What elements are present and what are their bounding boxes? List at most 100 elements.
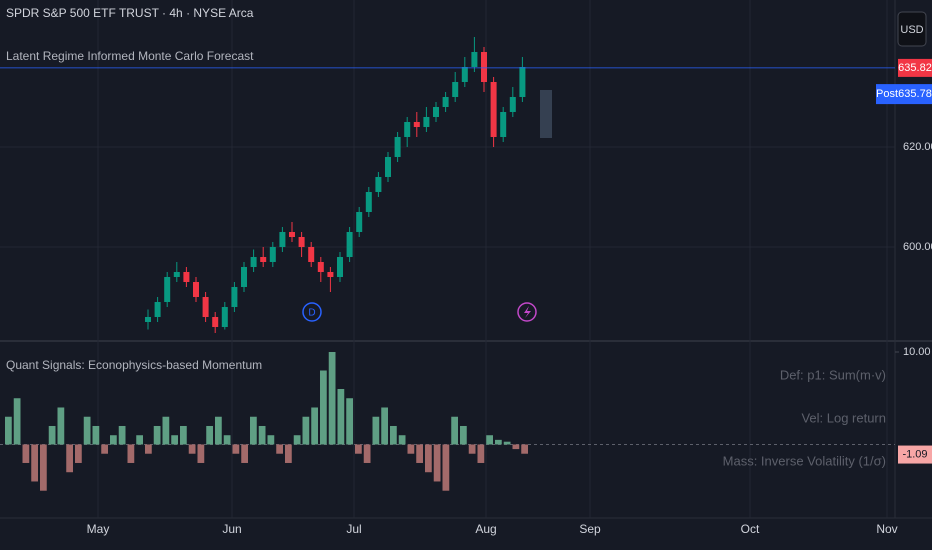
histogram-bar [477,444,485,463]
histogram-bar [381,407,388,445]
histogram-bar [258,425,266,445]
histogram-bar [153,425,161,445]
currency-label: USD [900,24,923,36]
table-row: Def: p1: Sum(m·v) [780,367,886,382]
candle-body [346,232,353,257]
y-tick-label: 620.00 [903,141,932,153]
candle-body [452,82,459,97]
candle-body [519,67,526,97]
event-marker[interactable] [517,302,537,322]
candle-body [356,212,363,232]
month-label: May [87,522,110,536]
histogram-bar [22,444,30,463]
candle-body [250,257,257,267]
candle-body [394,137,401,157]
histogram-bar [162,416,170,445]
candle-body [442,97,449,107]
candle-body [337,257,343,277]
histogram-bar [425,444,432,473]
histogram-bar [363,444,371,463]
candle-body [481,52,487,82]
candle-body [327,272,334,277]
histogram-bar [66,444,73,473]
table-row: Vel: Log return [801,410,886,425]
candle-body [212,317,219,327]
candle-body [164,277,171,302]
histogram-bar [215,416,222,445]
candle-body [433,107,439,117]
histogram-bar [433,444,441,482]
histogram-bar [31,444,38,482]
histogram-bar [486,435,493,445]
candle-body [145,317,151,322]
histogram-bar [503,441,511,445]
candle-body [298,237,305,247]
month-label: Aug [475,522,496,536]
y-tick-label: 600.00 [903,241,932,253]
histogram-bar [276,444,283,454]
candle-body [317,262,324,272]
month-label: Sep [579,522,601,536]
last-value-label: -1.09 [902,448,927,460]
histogram-bar [293,435,301,445]
y-tick-label: 10.00 [903,346,931,358]
histogram-bar [92,425,100,445]
histogram-bar [136,435,143,445]
histogram-bar [468,444,476,454]
histogram-bar [346,398,353,445]
month-label: Oct [741,522,760,536]
histogram-bar [372,416,380,445]
currency-button[interactable] [897,11,927,47]
post-price-tag [898,84,932,105]
candle-body [500,112,507,137]
histogram-bar [145,444,152,454]
histogram-bar [5,416,12,445]
candle-body [461,67,468,82]
candle-body [221,307,228,327]
post-price-label: 635.78 [898,88,932,100]
candle-body [509,97,516,112]
grid [0,0,895,518]
histogram-bar [267,435,275,445]
histogram-bar [118,425,126,445]
candle-body [471,52,478,67]
histogram-bar [75,444,82,463]
candle-body [385,157,391,177]
histogram-bar [311,407,318,445]
histogram-bar [110,435,117,445]
histogram-bar [250,416,257,445]
candle-body [490,82,497,137]
histogram-bar [460,425,467,445]
histogram-bar [171,435,178,445]
table-row: Mass: Inverse Volatility (1/σ) [723,453,886,468]
last-price-label: 635.82 [898,62,932,74]
histogram-bar [337,388,345,445]
month-label: Nov [876,522,897,536]
histogram-bar [13,398,21,445]
month-label: Jun [222,522,241,536]
histogram-bar [206,425,213,445]
oscillator-title: Quant Signals: Econophysics-based Moment… [6,358,262,372]
last-value-tag [898,445,932,464]
histogram-bar [355,444,362,454]
candle-body [308,247,315,262]
histogram-bar [451,416,458,445]
histogram-bar [180,425,187,445]
histogram-bar [320,370,327,445]
candle-body [279,232,286,247]
candle-body [260,257,267,262]
post-tag [876,84,898,105]
histogram-bar [495,439,502,445]
candle-body [193,282,199,297]
histogram-bar [241,444,248,463]
post-tag-label: Post [876,88,898,100]
last-price-tag [898,58,932,77]
month-label: Jul [346,522,361,536]
histogram-bar [442,444,450,491]
dividend-marker[interactable] [302,302,322,322]
candle-body [404,122,411,137]
histogram-bar [390,425,397,445]
candle-body [231,287,238,307]
histogram-bar [48,425,56,445]
